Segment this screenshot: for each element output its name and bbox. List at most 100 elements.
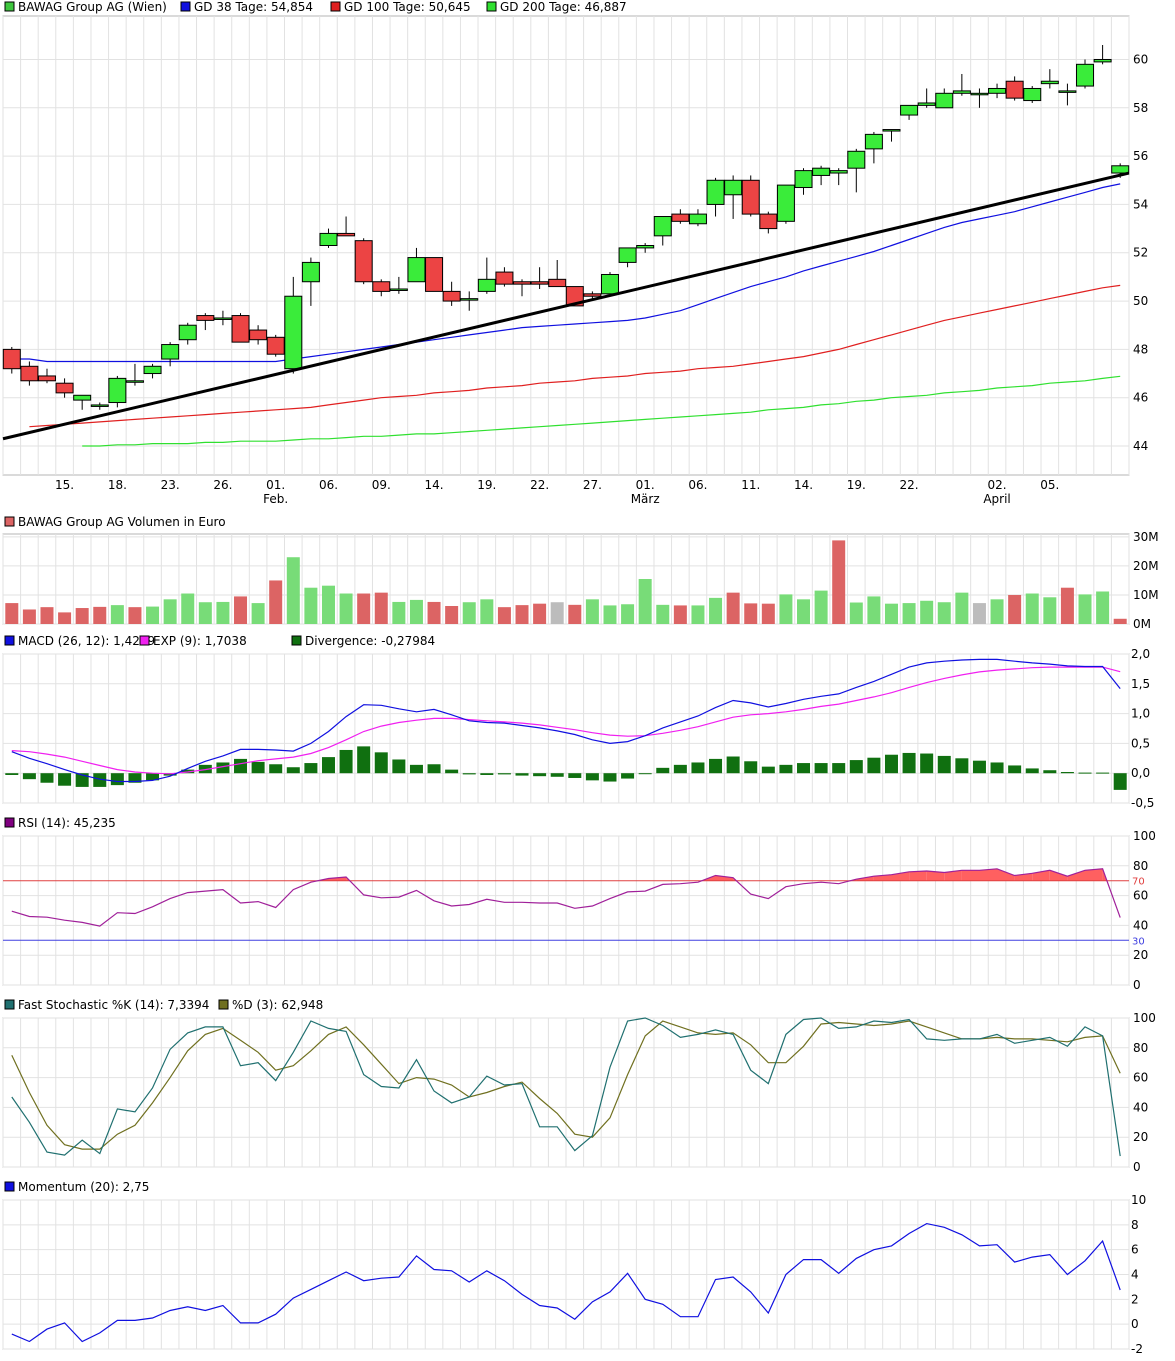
- volume-bar: [357, 593, 371, 624]
- candle-body: [337, 232, 356, 237]
- volume-bar: [181, 593, 195, 624]
- y-tick-label: 4: [1131, 1268, 1139, 1282]
- candle-body: [724, 179, 743, 196]
- stochastic-d-line: [11, 1020, 1121, 1150]
- candle-body: [565, 286, 584, 307]
- x-tick-day: 15.: [55, 478, 74, 492]
- candle-body: [671, 213, 690, 222]
- divergence-bar: [480, 773, 494, 775]
- divergence-bar: [58, 773, 72, 786]
- y-tick-label: 100: [1133, 829, 1156, 843]
- panel-momentum: -2 0 2 4 6 8 10 Momentum (20): 2,75: [2, 1180, 1146, 1356]
- legend-label: EXP (9): 1,7038: [153, 634, 247, 648]
- divergence-bar: [515, 773, 529, 776]
- volume-bar: [761, 603, 775, 624]
- legend-swatch: [139, 635, 150, 646]
- divergence-bar: [779, 764, 793, 774]
- candle-body: [442, 290, 461, 302]
- x-tick-day: 09.: [372, 478, 391, 492]
- exp-line: [11, 666, 1121, 775]
- candle-body: [319, 232, 338, 246]
- volume-bar: [515, 605, 529, 624]
- candle-body: [372, 281, 391, 292]
- volume-bar: [955, 592, 969, 624]
- rsi-level-label: 30: [1132, 936, 1145, 947]
- divergence-bar: [234, 758, 248, 774]
- volume-bar: [937, 602, 951, 624]
- divergence-bar: [691, 762, 705, 774]
- volume-bar: [409, 599, 423, 624]
- x-tick-day: 02.: [988, 478, 1007, 492]
- legend-label: Divergence: -0,27984: [305, 634, 435, 648]
- candle-body: [513, 281, 532, 285]
- candle-body: [618, 247, 637, 263]
- volume-bar: [972, 603, 986, 624]
- volume-bar: [691, 605, 705, 624]
- y-tick-label: 60: [1133, 889, 1148, 903]
- volume-bar: [58, 612, 72, 624]
- divergence-bar: [797, 763, 811, 774]
- candle-body: [935, 92, 954, 109]
- divergence-bar: [568, 773, 582, 778]
- divergence-bar: [990, 762, 1004, 774]
- divergence-bar: [814, 763, 828, 774]
- volume-bar: [603, 605, 617, 624]
- divergence-bar: [603, 773, 617, 782]
- y-tick-label: 10M: [1133, 588, 1159, 602]
- candle-body: [90, 404, 109, 407]
- y-tick-label: 30M: [1133, 530, 1159, 544]
- y-tick-label: 20: [1133, 948, 1148, 962]
- volume-bar: [146, 606, 160, 624]
- volume-bar: [814, 590, 828, 624]
- rsi-overbought-area: [926, 871, 945, 881]
- candle-body: [600, 273, 619, 295]
- rsi-overbought-area: [715, 875, 734, 881]
- candle-body: [548, 278, 567, 288]
- divergence-bar: [445, 769, 459, 774]
- divergence-bar: [673, 764, 687, 774]
- divergence-bar: [849, 760, 863, 774]
- candle-body: [636, 245, 655, 249]
- divergence-bar: [409, 764, 423, 774]
- gd100-line: [29, 284, 1121, 428]
- volume-bar: [216, 601, 230, 624]
- candle-body: [1093, 58, 1112, 63]
- legend-swatch: [486, 1, 497, 12]
- divergence-bar: [146, 773, 160, 781]
- rsi-overbought-area: [1049, 870, 1068, 881]
- volume-bar: [321, 585, 335, 624]
- x-tick-day: 27.: [583, 478, 602, 492]
- candle-body: [882, 129, 901, 132]
- volume-bar: [832, 540, 846, 624]
- candle-body: [125, 380, 144, 383]
- volume-bar: [1043, 597, 1057, 624]
- y-tick-label: 2: [1131, 1292, 1139, 1306]
- volume-bar: [585, 599, 599, 624]
- candle-body: [389, 288, 408, 291]
- volume-bar: [533, 603, 547, 624]
- volume-bar: [497, 607, 511, 624]
- divergence-bar: [920, 753, 934, 774]
- y-tick-label: 60: [1133, 52, 1148, 66]
- volume-bar: [849, 602, 863, 624]
- candle-body: [1005, 80, 1024, 99]
- candle-body: [231, 315, 250, 343]
- divergence-bar: [638, 773, 652, 775]
- y-tick-label: 10: [1131, 1193, 1146, 1207]
- panel-macd: -0,5 0,0 0,5 1,0 1,5 2,0 MACD (26, 12): 1,4239…: [2, 634, 1154, 810]
- candle-body: [1040, 80, 1059, 85]
- candle-body: [407, 257, 426, 283]
- candle-body: [759, 213, 778, 230]
- candle-body: [776, 184, 795, 222]
- volume-bar: [797, 599, 811, 624]
- legend-label: Fast Stochastic %K (14): 7,3394: [18, 998, 209, 1012]
- y-tick-label: 20: [1133, 1130, 1148, 1144]
- divergence-bar: [216, 762, 230, 774]
- x-tick-day: 06.: [319, 478, 338, 492]
- divergence-bar: [22, 773, 36, 780]
- volume-bar: [198, 602, 212, 624]
- rsi-level-label: 70: [1132, 877, 1145, 888]
- divergence-bar: [1060, 772, 1074, 774]
- candle-body: [477, 278, 496, 292]
- stochastic-k-line: [11, 1017, 1121, 1157]
